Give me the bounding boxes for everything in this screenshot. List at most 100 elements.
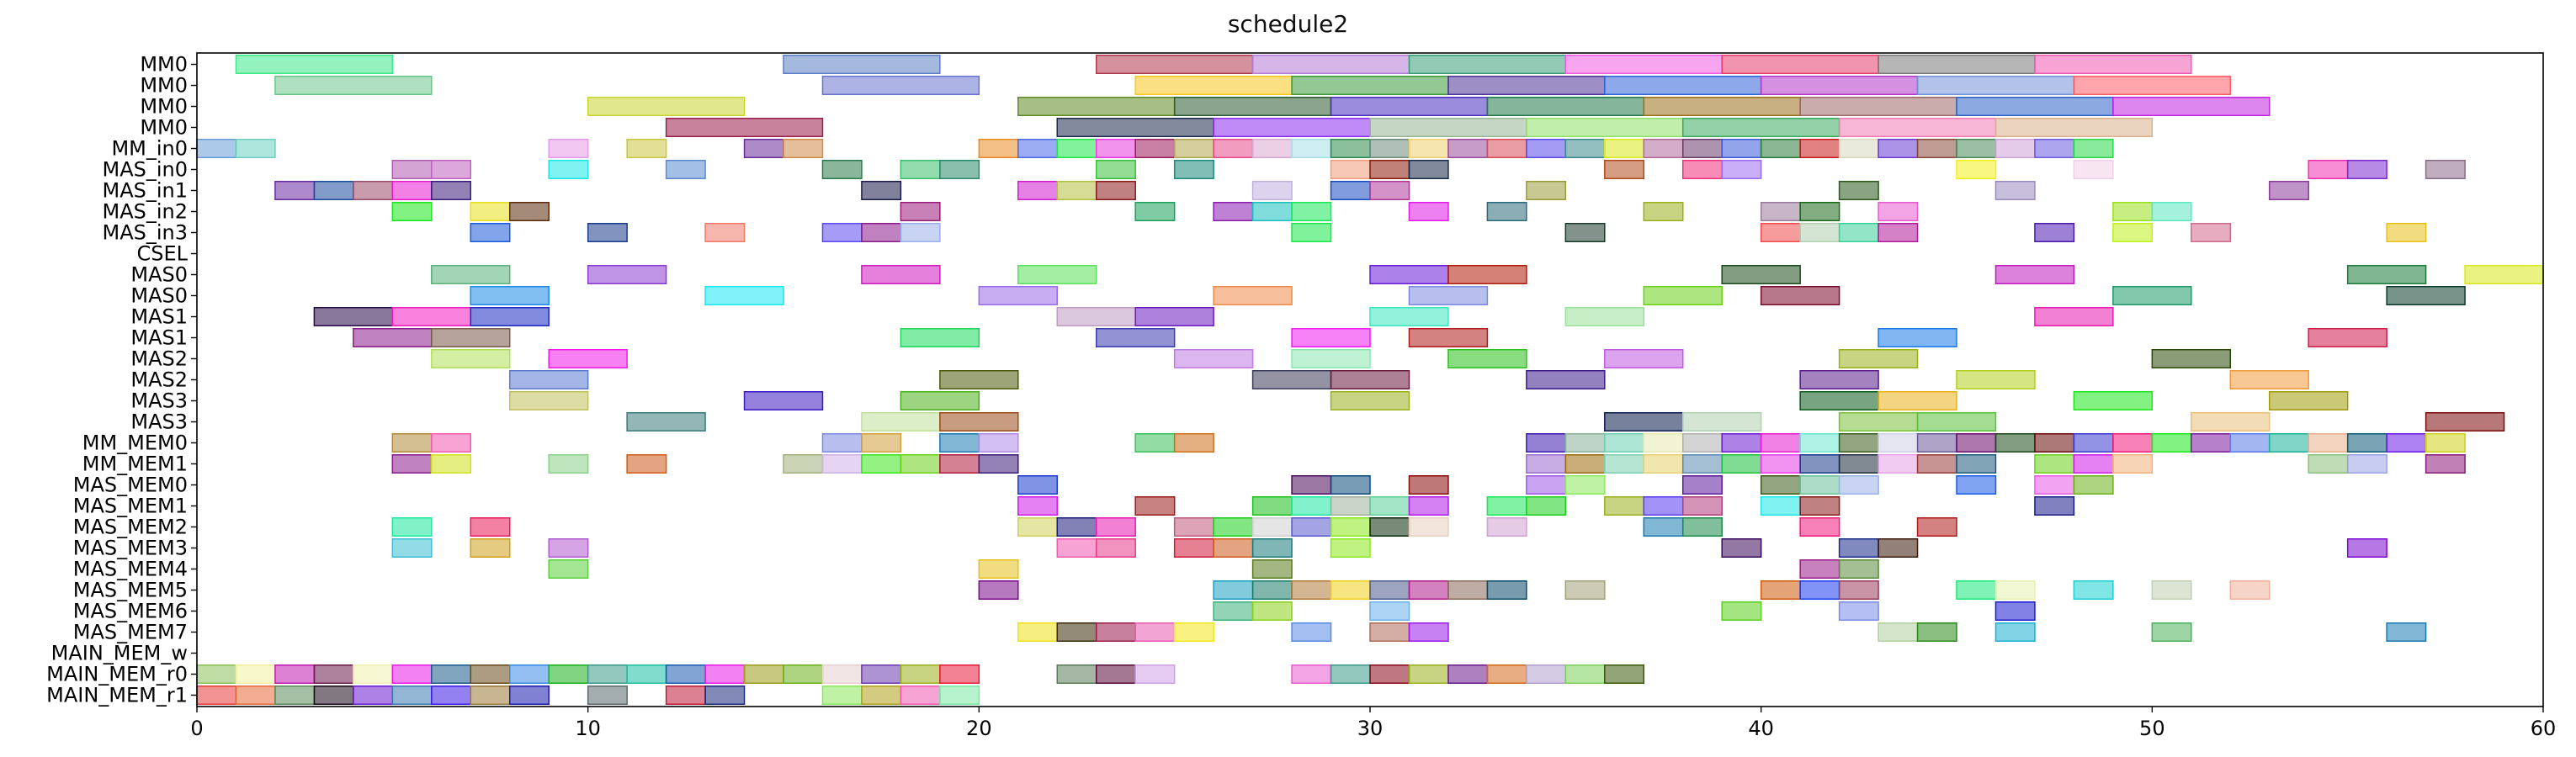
y-tick-label: MAS_MEM1 [73,495,188,518]
task-bar [1447,349,1527,368]
task-bar [2346,538,2387,558]
task-bar [783,55,941,74]
task-bar [1291,349,1371,368]
y-tick-label: MAS_MEM4 [73,558,188,581]
y-tick-label: MAS_MEM5 [73,579,188,602]
task-bar [861,265,941,284]
task-bar [2425,433,2466,453]
task-bar [900,328,980,347]
task-bar [939,433,980,453]
task-bar [235,139,276,158]
task-bar [1134,139,1176,158]
task-bar [1681,517,1723,537]
task-bar [1916,517,1957,537]
task-bar [1408,496,1449,516]
task-bar [431,160,472,179]
task-bar [1760,202,1801,221]
task-bar [1017,496,1059,516]
task-bar [1486,580,1527,600]
task-bar [1408,55,1567,74]
task-bar [1838,433,1879,453]
y-tick-label: MAS_in1 [102,179,188,203]
task-bar [1369,181,1410,200]
task-bar [1604,160,1645,179]
task-bar [1447,580,1489,600]
task-bar [1878,55,2036,74]
task-bar [861,412,941,431]
task-bar [2229,580,2271,600]
task-bar [1291,202,1332,221]
task-bar [1291,139,1332,158]
task-bar [2073,433,2114,453]
task-bar [626,139,667,158]
task-bar [2346,454,2387,474]
task-bar [548,139,589,158]
task-bar [783,664,824,684]
task-bar [2386,223,2427,242]
task-bar [2346,160,2387,179]
task-bar [1330,160,1371,179]
task-bar [431,328,511,347]
task-bar [665,664,706,684]
task-bar [900,664,941,684]
task-bar [548,160,589,179]
task-bar [1956,370,2036,389]
task-bar [2034,496,2075,516]
task-bar [1681,433,1723,453]
task-bar [1564,307,1645,326]
task-bar [2112,433,2154,453]
task-bar [587,265,667,284]
task-bar [1134,664,1176,684]
task-bar [1838,580,1879,600]
task-bar [1447,265,1527,284]
task-bar [2191,412,2271,431]
task-bar [1173,433,1214,453]
task-bar [2386,433,2427,453]
task-bar [1251,496,1293,516]
task-bar [1760,223,1801,242]
task-bar [2073,391,2154,410]
task-bar [1213,580,1254,600]
y-tick-label: MAS_MEM6 [73,600,188,623]
task-bar [1956,97,2114,116]
task-bar [1564,664,1606,684]
task-bar [470,307,550,326]
task-bar [2073,139,2114,158]
task-bar [1799,496,1840,516]
task-bar [1486,496,1527,516]
task-bar [1251,181,1293,200]
task-bar [821,160,863,179]
task-bar [1056,517,1097,537]
task-bar [1408,517,1449,537]
task-bar [1878,391,1957,410]
task-bar [1760,454,1801,474]
task-bar [1369,496,1410,516]
task-bar [470,686,511,705]
x-tick-label: 20 [966,717,992,740]
task-bar [1213,538,1254,558]
task-bar [1878,202,1919,221]
task-bar [2073,580,2114,600]
task-bar [1526,664,1567,684]
task-bar [2034,55,2192,74]
task-bar [1095,664,1136,684]
x-tick-label: 50 [2139,717,2165,740]
task-bar [1330,181,1371,200]
task-bar [704,286,784,305]
task-bar [1486,517,1527,537]
task-bar [1330,139,1371,158]
task-bar [1056,622,1097,642]
task-bar [1681,139,1723,158]
task-bar [1799,433,1840,453]
task-bar [1291,223,1332,242]
task-bar [900,160,941,179]
task-bar [1838,559,1879,579]
task-bar [1251,202,1293,221]
task-bar [1251,517,1293,537]
task-bar [1330,580,1371,600]
task-bar [1838,601,1879,621]
task-bar [743,664,784,684]
task-bar [1994,181,2036,200]
task-bar [391,686,433,705]
task-bar [313,686,354,705]
